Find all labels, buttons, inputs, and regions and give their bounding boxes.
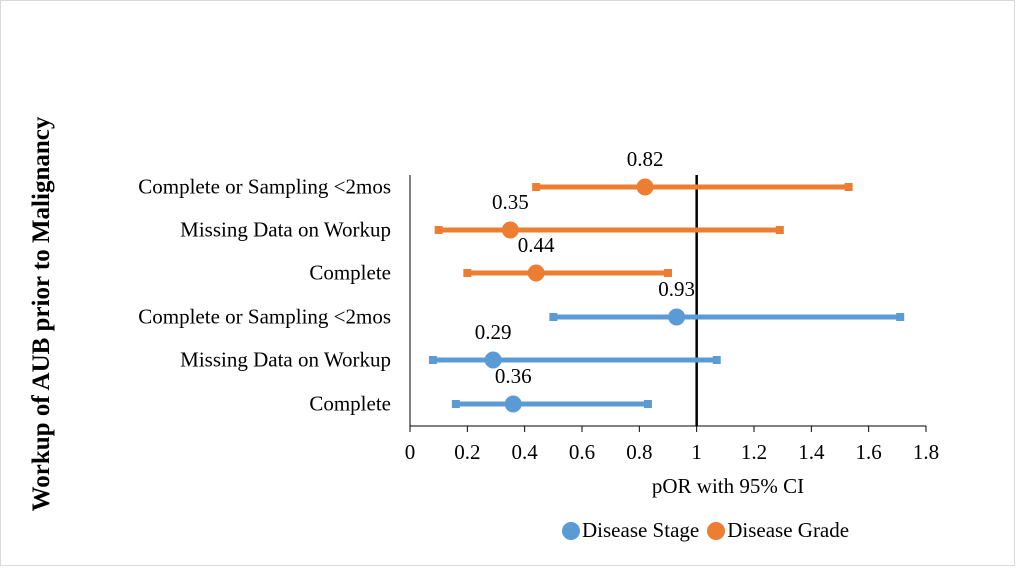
x-axis-title: pOR with 95% CI <box>651 474 805 498</box>
data-label-disease-grade: 0.35 <box>492 190 529 214</box>
category-label: Missing Data on Workup <box>180 347 391 372</box>
data-label-disease-stage: 0.36 <box>495 364 532 388</box>
ci-high-cap-disease-grade <box>664 269 672 277</box>
legend-item-disease-stage: Disease Stage <box>562 518 699 543</box>
estimate-point-disease-grade <box>527 264 545 282</box>
x-tick-label: 0.2 <box>454 440 481 464</box>
category-label: Complete <box>309 391 391 416</box>
ci-low-cap-disease-grade <box>434 226 443 234</box>
category-label: Complete or Sampling <2mos <box>138 304 391 329</box>
ci-high-cap-disease-stage <box>896 313 905 321</box>
ci-high-cap-disease-grade <box>844 183 853 191</box>
category-label: Missing Data on Workup <box>180 217 391 242</box>
estimate-point-disease-stage <box>504 395 522 413</box>
data-label-disease-grade: 0.44 <box>518 233 555 257</box>
ci-low-cap-disease-stage <box>428 356 437 364</box>
legend-swatch-disease-stage <box>562 521 580 540</box>
ci-low-cap-disease-grade <box>463 269 472 277</box>
x-tick-label: 0 <box>404 440 416 464</box>
x-tick-label: 1.8 <box>912 440 940 464</box>
x-tick-label: 1.2 <box>740 440 768 464</box>
x-tick-label: 1.4 <box>798 440 825 464</box>
data-label-disease-grade: 0.82 <box>627 147 664 171</box>
ci-low-cap-disease-stage <box>451 400 460 408</box>
legend-item-disease-grade: Disease Grade <box>707 518 849 543</box>
legend: Disease Stage Disease Grade <box>562 518 857 543</box>
x-tick-label: 1.6 <box>855 440 882 464</box>
x-tick-label: 0.4 <box>511 440 538 464</box>
x-tick-label: 0.6 <box>568 440 596 464</box>
x-tick-label: 0.8 <box>626 440 653 464</box>
ci-high-cap-disease-stage <box>643 400 652 408</box>
ci-high-cap-disease-grade <box>775 226 784 234</box>
ci-low-cap-disease-stage <box>549 313 558 321</box>
estimate-point-disease-stage <box>484 351 502 369</box>
estimate-point-disease-grade <box>636 178 654 196</box>
category-label: Complete or Sampling <2mos <box>138 174 391 199</box>
category-label: Complete <box>309 260 391 285</box>
ci-low-cap-disease-grade <box>532 183 541 191</box>
data-label-disease-stage: 0.29 <box>475 320 512 344</box>
ci-high-cap-disease-stage <box>712 356 721 364</box>
estimate-point-disease-grade <box>501 221 519 239</box>
x-tick-label: 1 <box>691 440 702 464</box>
estimate-point-disease-stage <box>668 308 686 326</box>
legend-label-disease-stage: Disease Stage <box>582 518 700 542</box>
data-label-disease-stage: 0.93 <box>658 277 695 301</box>
legend-label-disease-grade: Disease Grade <box>727 518 850 542</box>
legend-swatch-disease-grade <box>707 521 726 540</box>
